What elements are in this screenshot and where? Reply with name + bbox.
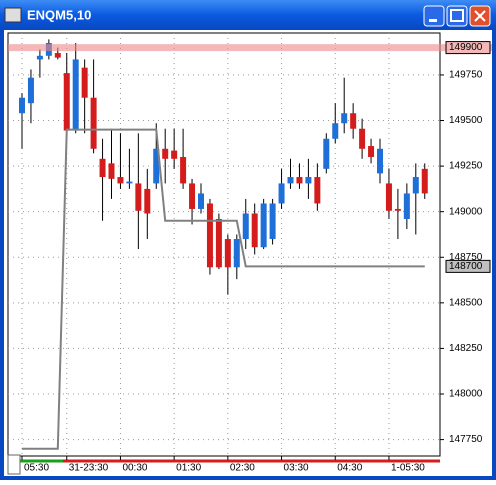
candle-body xyxy=(63,73,70,131)
candle-body xyxy=(144,188,151,214)
x-tick-label: 00:30 xyxy=(122,463,147,474)
plot-area xyxy=(7,32,441,457)
candle-body xyxy=(189,183,196,209)
candle-body xyxy=(242,213,249,240)
price-label: 149900 xyxy=(449,42,483,53)
candle-body xyxy=(359,128,366,149)
candle-body xyxy=(19,97,25,114)
candle-body xyxy=(332,123,339,139)
y-tick-label: 149000 xyxy=(449,206,483,217)
plot: 147750 148000 148250 148500 148750 149000 1492… xyxy=(8,33,492,474)
candle-body xyxy=(296,177,303,184)
candle-body xyxy=(403,193,410,219)
price-label-box xyxy=(445,259,491,273)
title-bar xyxy=(0,0,496,30)
y-tick-label: 149250 xyxy=(449,161,483,172)
candle-body xyxy=(54,53,61,58)
candle-body xyxy=(385,183,392,211)
x-tick-label: 01:30 xyxy=(176,463,201,474)
candle-body xyxy=(421,168,428,194)
x-tick-label: 02:30 xyxy=(230,463,255,474)
candle-body xyxy=(108,163,115,179)
candle-body xyxy=(341,113,348,124)
candle-body xyxy=(206,203,213,268)
y-tick-label: 148750 xyxy=(449,252,483,263)
y-tick-label: 148500 xyxy=(449,297,483,308)
app-icon xyxy=(4,7,22,23)
y-tick-label: 149750 xyxy=(449,70,483,81)
candle-body xyxy=(377,148,383,174)
scroll-box[interactable] xyxy=(7,454,21,475)
candle-body xyxy=(323,138,330,169)
candle-body xyxy=(171,150,178,159)
y-tick-label: 148250 xyxy=(449,343,483,354)
candle-body xyxy=(224,239,231,268)
x-tick-label: 03:30 xyxy=(284,463,309,474)
candle-body xyxy=(36,55,43,60)
candle-body xyxy=(198,193,204,209)
x-tick-label: 05:30 xyxy=(24,463,49,474)
candle-body xyxy=(180,156,187,184)
x-tick-label: 31-23:30 xyxy=(69,463,109,474)
candle-body xyxy=(162,148,169,159)
max-button[interactable] xyxy=(446,5,468,27)
candle-body xyxy=(287,177,294,184)
level-line xyxy=(22,128,425,450)
candle-body xyxy=(99,158,106,178)
y-tick-label: 147750 xyxy=(449,434,483,445)
candle-body xyxy=(90,97,97,149)
candle-body xyxy=(350,113,357,129)
candle-body xyxy=(215,218,222,268)
candle-body xyxy=(368,146,375,157)
close-button[interactable] xyxy=(469,5,491,27)
x-tick-label: 1-05:30 xyxy=(391,463,425,474)
candle-body xyxy=(278,183,285,204)
candle-body xyxy=(27,77,34,104)
candle-body xyxy=(153,148,160,184)
candle-body xyxy=(81,67,88,98)
y-tick-label: 149500 xyxy=(449,115,483,126)
candle-body xyxy=(135,183,142,211)
price-label: 148700 xyxy=(449,261,483,272)
candle-body xyxy=(412,177,419,194)
y-tick-label: 148000 xyxy=(449,389,483,400)
window-title: ENQM5,10 xyxy=(27,7,91,22)
candle-body xyxy=(126,181,133,184)
candle-body xyxy=(72,59,79,131)
price-label-box xyxy=(445,41,491,55)
min-button[interactable] xyxy=(423,5,445,27)
candle-body xyxy=(305,177,312,184)
candle-body xyxy=(260,203,267,248)
candle-body xyxy=(394,208,401,211)
candle-body xyxy=(314,177,321,204)
candle-body xyxy=(251,213,258,248)
x-tick-label: 04:30 xyxy=(337,463,362,474)
candle-body xyxy=(233,239,240,268)
candle-body xyxy=(117,177,124,184)
candle-body xyxy=(269,203,276,240)
